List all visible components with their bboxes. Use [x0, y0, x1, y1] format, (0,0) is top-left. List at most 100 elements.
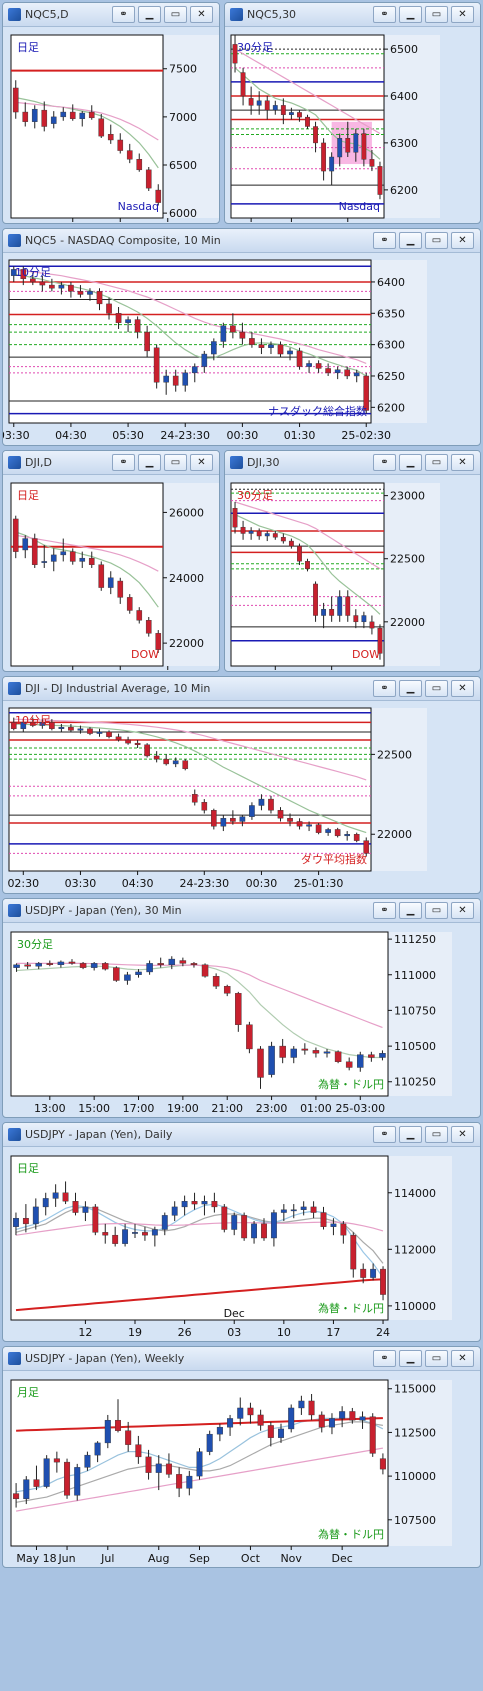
maximize-button[interactable]: ▭ — [425, 1126, 448, 1143]
chart-area[interactable]: 620063006400650001:3003:3024-23:3030分足Na… — [225, 28, 480, 224]
maximize-button[interactable]: ▭ — [425, 454, 448, 471]
candle-body — [87, 291, 93, 295]
candle-body — [124, 974, 131, 981]
link-button[interactable]: ⚭ — [373, 1126, 396, 1143]
minimize-icon: ▁ — [145, 457, 154, 468]
window-titlebar[interactable]: DJI,D ⚭ ▁ ▭ ✕ — [3, 451, 219, 475]
minimize-button[interactable]: ▁ — [138, 6, 161, 23]
maximize-button[interactable]: ▭ — [164, 6, 187, 23]
minimize-button[interactable]: ▁ — [399, 902, 422, 919]
maximize-button[interactable]: ▭ — [425, 6, 448, 23]
close-button[interactable]: ✕ — [190, 6, 213, 23]
candle-body — [334, 829, 341, 837]
candle-body — [41, 561, 48, 563]
close-button[interactable]: ✕ — [451, 454, 474, 471]
chart-window[interactable]: USDJPY - Japan (Yen), Weekly ⚭ ▁ ▭ ✕ 107500 11… — [2, 1346, 481, 1568]
y-tick-label: 23000 — [390, 490, 425, 503]
link-button[interactable]: ⚭ — [373, 902, 396, 919]
chart-area[interactable]: 110250 110500 110750 111000 111250 13:00 15:00… — [3, 924, 480, 1118]
candle-body — [144, 744, 150, 757]
candle-body — [305, 561, 310, 570]
candle-body — [350, 1234, 357, 1270]
candle-body — [280, 1209, 287, 1213]
candle-body — [69, 551, 76, 562]
chart-area[interactable]: 220002400026000101724日足DOW — [3, 476, 219, 672]
chart-window[interactable]: NQC5,D⚭▁▭✕6000650070007500101724日足Nasdaq… — [2, 2, 220, 224]
candle-body — [345, 138, 351, 153]
link-button[interactable]: ⚭ — [373, 680, 396, 697]
y-axis-panel — [385, 483, 440, 666]
candle-body — [232, 508, 238, 528]
chart-window[interactable]: NQC5,30⚭▁▭✕620063006400650001:3003:3024-… — [224, 2, 481, 224]
close-button[interactable]: ✕ — [190, 454, 213, 471]
candle-body — [353, 834, 360, 841]
close-button[interactable]: ✕ — [451, 680, 474, 697]
candle-body — [239, 331, 246, 339]
minimize-button[interactable]: ▁ — [399, 1126, 422, 1143]
minimize-button[interactable]: ▁ — [138, 454, 161, 471]
minimize-button[interactable]: ▁ — [399, 454, 422, 471]
minimize-button[interactable]: ▁ — [399, 6, 422, 23]
chart-window[interactable]: DJI - DJ Industrial Average, 10 Min ⚭ ▁ ▭ ✕ 2… — [2, 676, 481, 894]
close-button[interactable]: ✕ — [451, 902, 474, 919]
moving-average-line — [13, 718, 367, 781]
maximize-button[interactable]: ▭ — [425, 232, 448, 249]
timeframe-label: 10分足 — [15, 266, 51, 279]
candle-body — [32, 1206, 39, 1225]
candle-body — [315, 824, 322, 833]
chart-window[interactable]: USDJPY - Japan (Yen), Daily ⚭ ▁ ▭ ✕ 110000 112… — [2, 1122, 481, 1342]
chart-area[interactable]: 110000 112000 114000 12 19 26 03 10 17 24 Dec 日足為替・… — [3, 1148, 480, 1342]
chart-area[interactable]: 107500 110000 112500 115000 May 18 Jun Jul Aug S… — [3, 1372, 480, 1568]
candle-body — [79, 963, 87, 968]
window-titlebar[interactable]: NQC5 - NASDAQ Composite, 10 Min ⚭ ▁ ▭ ✕ — [3, 229, 480, 253]
y-tick-label: 107500 — [394, 1514, 436, 1527]
chart-area[interactable]: 6000650070007500101724日足NasdaqCQG — [3, 28, 219, 224]
close-button[interactable]: ✕ — [451, 6, 474, 23]
link-button[interactable]: ⚭ — [373, 6, 396, 23]
link-button[interactable]: ⚭ — [112, 6, 135, 23]
window-titlebar[interactable]: DJI,30 ⚭ ▁ ▭ ✕ — [225, 451, 480, 475]
maximize-button[interactable]: ▭ — [425, 902, 448, 919]
chart-area[interactable]: 22000 22500 02:30 03:30 04:30 24-23:30 00:30 25… — [3, 702, 480, 894]
maximize-button[interactable]: ▭ — [425, 680, 448, 697]
minimize-button[interactable]: ▁ — [399, 680, 422, 697]
instrument-label: ダウ平均指数 — [301, 852, 367, 866]
window-titlebar[interactable]: NQC5,30 ⚭ ▁ ▭ ✕ — [225, 3, 480, 27]
minimize-button[interactable]: ▁ — [399, 232, 422, 249]
link-button[interactable]: ⚭ — [373, 454, 396, 471]
candle-body — [153, 755, 160, 760]
x-tick-label: Nov — [280, 1552, 302, 1565]
link-button[interactable]: ⚭ — [373, 232, 396, 249]
close-button[interactable]: ✕ — [451, 1350, 474, 1367]
maximize-button[interactable]: ▭ — [425, 1350, 448, 1367]
candle-body — [287, 350, 293, 355]
window-titlebar[interactable]: DJI - DJ Industrial Average, 10 Min ⚭ ▁ ▭ ✕ — [3, 677, 480, 701]
close-button[interactable]: ✕ — [451, 232, 474, 249]
chart-window[interactable]: DJI,D⚭▁▭✕220002400026000101724日足DOW — [2, 450, 220, 672]
chart-window[interactable]: NQC5 - NASDAQ Composite, 10 Min ⚭ ▁ ▭ ✕ 6200 6… — [2, 228, 481, 446]
window-titlebar[interactable]: USDJPY - Japan (Yen), Daily ⚭ ▁ ▭ ✕ — [3, 1123, 480, 1147]
candle-body — [153, 347, 160, 383]
candle-body — [268, 1045, 275, 1075]
close-button[interactable]: ✕ — [451, 1126, 474, 1143]
candle-body — [165, 1463, 172, 1475]
chart-window[interactable]: DJI,30⚭▁▭✕22000225002300003:3024-23:3030… — [224, 450, 481, 672]
chart-area[interactable]: 6200 6250 6300 6350 6400 03:30 04:30 05:30 24-23… — [3, 254, 480, 446]
candle-body — [315, 363, 322, 369]
candle-body — [113, 967, 120, 981]
maximize-button[interactable]: ▭ — [164, 454, 187, 471]
candle-body — [339, 1411, 346, 1419]
close-icon: ✕ — [458, 9, 467, 20]
link-button[interactable]: ⚭ — [373, 1350, 396, 1367]
candle-body — [230, 325, 236, 333]
x-tick-label: 13:00 — [34, 1102, 66, 1115]
link-button[interactable]: ⚭ — [112, 454, 135, 471]
window-titlebar[interactable]: USDJPY - Japan (Yen), Weekly ⚭ ▁ ▭ ✕ — [3, 1347, 480, 1371]
chart-window[interactable]: USDJPY - Japan (Yen), 30 Min ⚭ ▁ ▭ ✕ 110250 11… — [2, 898, 481, 1118]
window-titlebar[interactable]: NQC5,D ⚭ ▁ ▭ ✕ — [3, 3, 219, 27]
minimize-button[interactable]: ▁ — [399, 1350, 422, 1367]
candle-body — [106, 303, 112, 314]
candle-body — [237, 1407, 244, 1419]
window-titlebar[interactable]: USDJPY - Japan (Yen), 30 Min ⚭ ▁ ▭ ✕ — [3, 899, 480, 923]
